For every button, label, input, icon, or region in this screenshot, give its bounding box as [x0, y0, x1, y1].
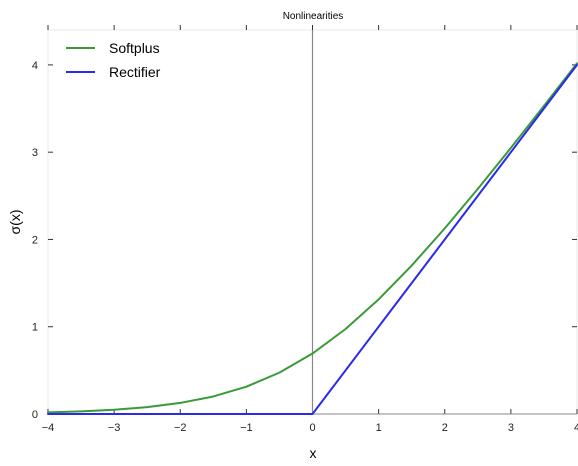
x-tick-label: −1 — [240, 422, 253, 434]
x-tick-label: −4 — [42, 422, 55, 434]
legend-label-softplus: Softplus — [109, 40, 160, 56]
x-tick-label: 3 — [508, 422, 514, 434]
series-layer — [47, 62, 578, 415]
x-tick-label: 1 — [376, 422, 382, 434]
series-line-rectifier — [47, 63, 578, 415]
y-tick-label: 3 — [32, 147, 38, 159]
legend: Softplus Rectifier — [66, 40, 161, 80]
x-tick-label: 4 — [574, 422, 578, 434]
y-axis-title: σ(x) — [7, 210, 23, 235]
x-tick-label: 2 — [442, 422, 448, 434]
y-tick-label: 1 — [32, 322, 38, 334]
chart-title: Nonlinearities — [283, 11, 344, 22]
y-tick-labels: 0 1 2 3 4 — [32, 60, 38, 421]
legend-label-rectifier: Rectifier — [109, 64, 161, 80]
x-tick-labels: −4 −3 −2 −1 0 1 2 3 4 — [42, 422, 578, 434]
y-tick-label: 4 — [32, 60, 38, 72]
y-tick-label: 2 — [32, 234, 38, 246]
series-line-softplus — [47, 62, 578, 414]
x-axis-title: x — [310, 445, 317, 461]
x-tick-label: 0 — [309, 422, 315, 434]
y-tick-label: 0 — [32, 409, 38, 421]
x-tick-label: −2 — [174, 422, 187, 434]
x-tick-label: −3 — [108, 422, 121, 434]
